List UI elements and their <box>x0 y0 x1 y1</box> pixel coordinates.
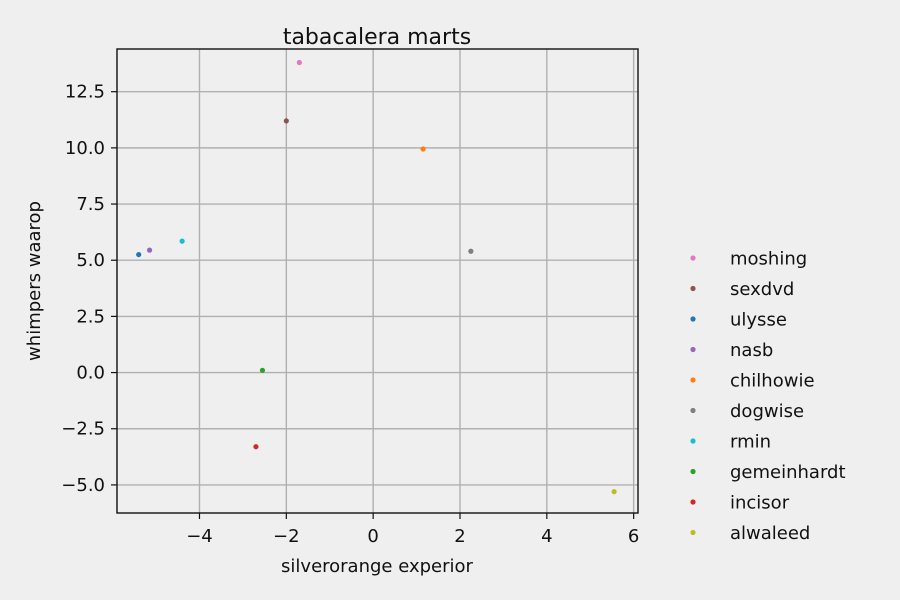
x-tick-label: 6 <box>628 526 639 547</box>
x-tick-label: 2 <box>454 526 465 547</box>
data-point-ulysse <box>136 251 142 258</box>
legend-label-incisor: incisor <box>730 493 790 514</box>
legend-marker-gemeinhardt <box>690 468 696 475</box>
legend-label-dogwise: dogwise <box>730 401 804 422</box>
chart-title: tabacalera marts <box>283 25 471 50</box>
legend-label-chilhowie: chilhowie <box>730 371 815 392</box>
y-tick-label: −5.0 <box>61 475 105 496</box>
plot-frame <box>116 48 639 514</box>
data-point-chilhowie <box>420 146 426 152</box>
legend: moshing sexdvd ulysse nasb chilhowie dogwise r… <box>690 249 846 544</box>
axis-ticks: −4 −2 0 2 4 6 −5.0 −2.5 0.0 2.5 5.0 7.5 10.0 12.5 <box>61 82 639 547</box>
legend-label-moshing: moshing <box>730 249 807 270</box>
y-tick-label: 12.5 <box>65 82 105 103</box>
y-tick-label: 2.5 <box>76 306 105 327</box>
legend-marker-sexdvd <box>690 285 696 292</box>
legend-label-alwaleed: alwaleed <box>730 523 810 544</box>
y-tick-label: −2.5 <box>61 419 105 440</box>
y-axis-label: whimpers waarop <box>24 201 45 361</box>
data-point-gemeinhardt <box>259 367 266 373</box>
data-point-incisor <box>253 444 259 450</box>
legend-label-rmin: rmin <box>730 432 771 453</box>
data-point-alwaleed <box>611 489 617 495</box>
x-tick-label: −2 <box>273 526 300 547</box>
legend-marker-incisor <box>690 499 696 505</box>
data-point-moshing <box>296 59 302 66</box>
data-point-rmin <box>179 238 185 244</box>
legend-marker-chilhowie <box>690 377 696 383</box>
legend-marker-ulysse <box>690 316 696 322</box>
x-axis-label: silverorange experior <box>281 556 474 577</box>
x-tick-label: 0 <box>367 526 378 547</box>
y-tick-label: 5.0 <box>76 250 105 271</box>
data-point-sexdvd <box>283 118 289 124</box>
y-tick-label: 10.0 <box>65 138 105 159</box>
y-tick-label: 0.0 <box>76 363 105 384</box>
legend-label-nasb: nasb <box>730 340 773 361</box>
data-points <box>136 59 617 495</box>
legend-marker-nasb <box>690 346 696 353</box>
x-tick-label: 4 <box>541 526 552 547</box>
data-point-nasb <box>146 247 153 253</box>
legend-label-ulysse: ulysse <box>730 310 787 331</box>
legend-marker-rmin <box>690 438 696 444</box>
grid <box>117 49 638 513</box>
legend-label-sexdvd: sexdvd <box>730 279 794 300</box>
data-point-dogwise <box>468 248 474 254</box>
legend-marker-moshing <box>690 255 696 261</box>
legend-label-gemeinhardt: gemeinhardt <box>730 462 846 483</box>
legend-marker-alwaleed <box>690 529 696 536</box>
legend-marker-dogwise <box>690 407 696 414</box>
y-tick-label: 7.5 <box>76 194 105 215</box>
x-tick-label: −4 <box>186 526 213 547</box>
